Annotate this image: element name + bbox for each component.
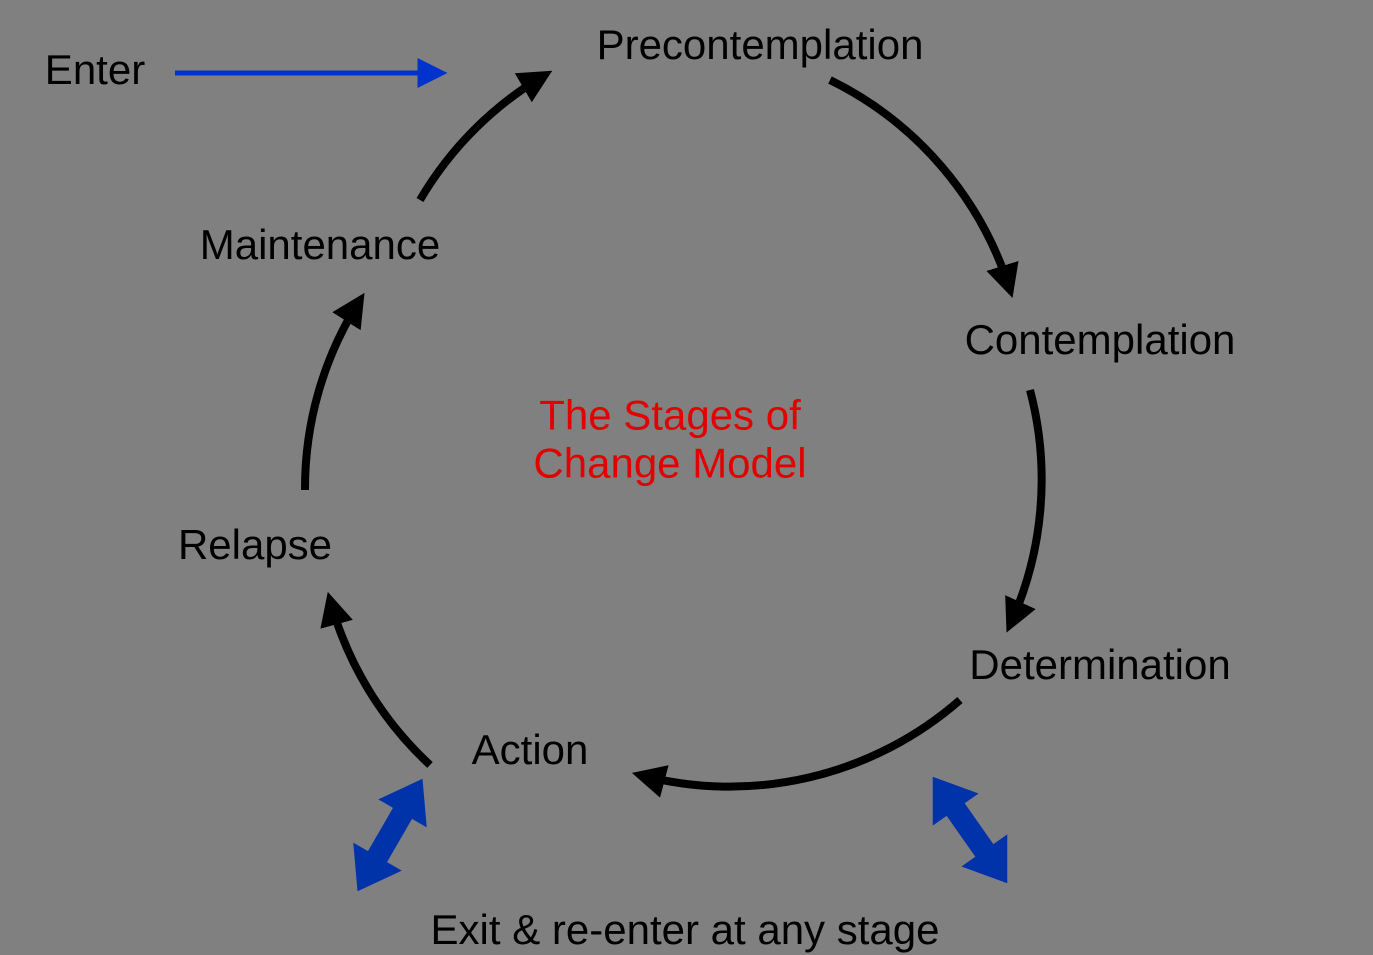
arc-contemplation-to-determination <box>1010 390 1042 625</box>
stage-action: Action <box>472 726 589 774</box>
stage-determination: Determination <box>969 641 1230 689</box>
arc-maintenance-to-precontemplation <box>420 75 545 200</box>
arc-determination-to-action <box>640 700 960 787</box>
stage-precontemplation: Precontemplation <box>597 21 924 69</box>
stage-contemplation: Contemplation <box>965 316 1236 364</box>
stage-maintenance: Maintenance <box>200 221 441 269</box>
exit-reenter-arrow-right <box>910 761 1030 900</box>
diagram-title: The Stages of Change Model <box>533 392 806 489</box>
arc-relapse-to-maintenance <box>305 300 360 490</box>
exit-reenter-arrow-left <box>333 765 446 906</box>
title-line-2: Change Model <box>533 440 806 487</box>
exit-label: Exit & re-enter at any stage <box>431 906 940 954</box>
arc-action-to-relapse <box>330 600 430 765</box>
stage-relapse: Relapse <box>178 521 332 569</box>
arc-precontemplation-to-contemplation <box>830 80 1010 290</box>
enter-label: Enter <box>45 46 145 94</box>
title-line-1: The Stages of <box>539 392 801 439</box>
